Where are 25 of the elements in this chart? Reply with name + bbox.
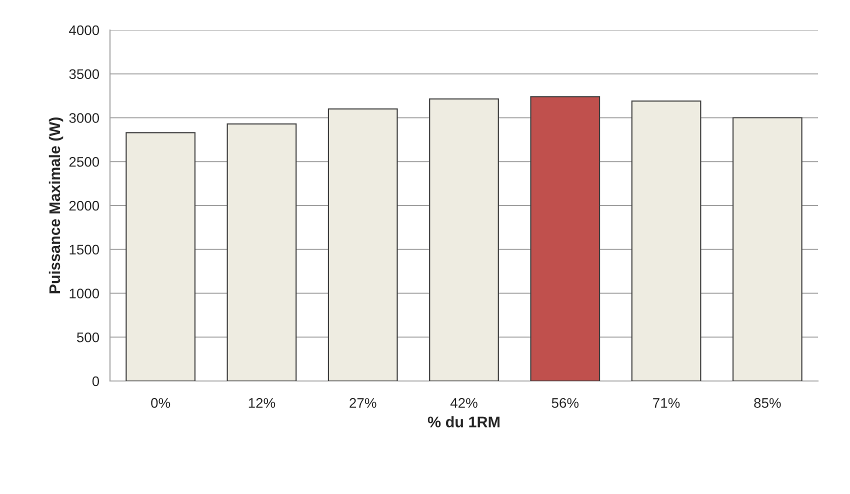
y-axis-title: Puissance Maximale (W)	[48, 118, 64, 294]
bar	[429, 98, 499, 381]
bar	[530, 96, 600, 381]
y-tick-label: 3500	[69, 69, 100, 80]
x-tick-label: 85%	[754, 398, 781, 408]
y-tick-label: 1500	[70, 244, 100, 255]
x-tick-label: 71%	[653, 398, 680, 408]
bar	[126, 132, 196, 381]
bar	[226, 123, 297, 381]
y-tick-label: 2500	[69, 156, 100, 167]
y-tick-label: 500	[76, 332, 100, 342]
bar	[328, 108, 398, 381]
y-tick-label: 3000	[69, 113, 100, 123]
x-tick-label: 42%	[450, 398, 478, 408]
x-tick-label: 56%	[552, 398, 579, 408]
y-tick-label: 4000	[69, 25, 100, 36]
bar	[732, 117, 802, 381]
x-tick-label: 12%	[248, 398, 276, 408]
y-tick-label: 2000	[69, 200, 100, 211]
x-tick-label: 27%	[350, 398, 376, 408]
bar	[631, 100, 702, 381]
y-tick-label: 1000	[70, 288, 100, 298]
x-axis-title: % du 1RM	[428, 416, 500, 428]
x-tick-label: 0%	[151, 398, 170, 408]
y-tick-label: 0	[92, 376, 100, 386]
